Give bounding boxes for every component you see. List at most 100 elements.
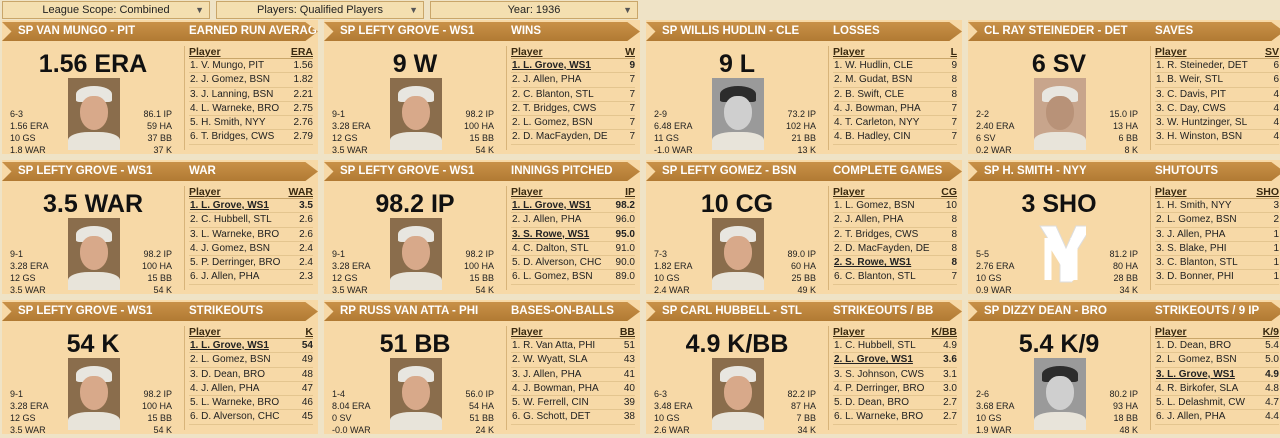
stat-column-header[interactable]: K/BB xyxy=(931,326,957,338)
table-row[interactable]: 1. L. Gomez, BSN 10 xyxy=(833,199,957,214)
player-column-header[interactable]: Player xyxy=(189,186,221,198)
table-row[interactable]: 3. S. Blake, PHI 1 xyxy=(1155,242,1279,257)
leader-name[interactable]: 2. C. Blanton, STL xyxy=(512,88,594,100)
table-row[interactable]: 2. S. Rowe, WS1 8 xyxy=(833,256,957,271)
table-row[interactable]: 4. P. Derringer, BRO 3.0 xyxy=(833,382,957,397)
leader-name[interactable]: 1. D. Dean, BRO xyxy=(1156,340,1232,351)
table-row[interactable]: 3. C. Day, CWS 4 xyxy=(1155,102,1279,117)
leader-name[interactable]: 3. W. Huntzinger, SL xyxy=(1156,117,1248,129)
player-column-header[interactable]: Player xyxy=(511,326,543,338)
leader-name[interactable]: 4. J. Bowman, PHA xyxy=(512,382,599,394)
player-column-header[interactable]: Player xyxy=(511,186,543,198)
leader-name[interactable]: 3. L. Warneke, BRO xyxy=(190,228,280,240)
player-column-header[interactable]: Player xyxy=(1155,186,1187,198)
table-row[interactable]: 1. H. Smith, NYY 3 xyxy=(1155,199,1279,214)
leader-name[interactable]: 4. J. Allen, PHA xyxy=(190,382,260,394)
table-row[interactable]: 4. R. Birkofer, SLA 4.8 xyxy=(1155,382,1279,397)
table-row[interactable]: 1. W. Hudlin, CLE 9 xyxy=(833,59,957,74)
leader-name[interactable]: 2. D. MacFayden, DE xyxy=(512,131,608,143)
table-row[interactable]: 2. C. Blanton, STL 7 xyxy=(511,88,635,102)
player-column-header[interactable]: Player xyxy=(833,186,865,198)
leader-name[interactable]: 2. L. Gomez, BSN xyxy=(190,354,271,366)
table-row[interactable]: 6. L. Gomez, BSN 89.0 xyxy=(511,270,635,285)
panel-banner[interactable]: RP RUSS VAN ATTA - PHI BASES-ON-BALLS xyxy=(324,302,640,321)
stat-column-header[interactable]: IP xyxy=(625,186,635,198)
stat-column-header[interactable]: ERA xyxy=(290,46,313,58)
panel-banner[interactable]: SP LEFTY GROVE - WS1 WAR xyxy=(2,162,318,181)
table-row[interactable]: 3. D. Bonner, PHI 1 xyxy=(1155,270,1279,285)
player-title[interactable]: SP CARL HUBBELL - STL xyxy=(662,305,802,317)
stat-column-header[interactable]: CG xyxy=(941,186,957,198)
panel-banner[interactable]: SP LEFTY GROVE - WS1 WINS xyxy=(324,22,640,41)
table-row[interactable]: 3. S. Johnson, CWS 3.1 xyxy=(833,368,957,382)
table-row[interactable]: 3. W. Huntzinger, SL 4 xyxy=(1155,116,1279,131)
player-title[interactable]: SP LEFTY GOMEZ - BSN xyxy=(662,165,797,177)
leader-name[interactable]: 6. G. Schott, DET xyxy=(512,411,591,423)
panel-banner[interactable]: SP LEFTY GROVE - WS1 STRIKEOUTS xyxy=(2,302,318,321)
table-row[interactable]: 2. L. Gomez, BSN 7 xyxy=(511,116,635,131)
leader-name[interactable]: 2. L. Gomez, BSN xyxy=(512,117,593,129)
table-row[interactable]: 4. J. Bowman, PHA 40 xyxy=(511,382,635,397)
player-column-header[interactable]: Player xyxy=(1155,326,1187,338)
leader-name[interactable]: 4. R. Birkofer, SLA xyxy=(1156,382,1239,394)
table-row[interactable]: 2. J. Allen, PHA 8 xyxy=(833,213,957,228)
leader-name[interactable]: 3. J. Allen, PHA xyxy=(1156,228,1226,240)
panel-banner[interactable]: SP LEFTY GROVE - WS1 INNINGS PITCHED xyxy=(324,162,640,181)
table-row[interactable]: 4. J. Gomez, BSN 2.4 xyxy=(189,242,313,257)
table-row[interactable]: 1. R. Van Atta, PHI 51 xyxy=(511,339,635,354)
table-row[interactable]: 5. W. Ferrell, CIN 39 xyxy=(511,396,635,411)
leader-name[interactable]: 1. L. Gomez, BSN xyxy=(834,200,915,211)
leader-name[interactable]: 2. L. Gomez, BSN xyxy=(1156,214,1237,226)
table-row[interactable]: 5. H. Smith, NYY 2.76 xyxy=(189,116,313,131)
leader-name[interactable]: 4. C. Dalton, STL xyxy=(512,242,589,254)
table-row[interactable]: 1. L. Grove, WS1 3.5 xyxy=(189,199,313,214)
stat-column-header[interactable]: K/9 xyxy=(1262,326,1279,338)
stat-column-header[interactable]: SV xyxy=(1264,46,1279,58)
player-column-header[interactable]: Player xyxy=(189,46,221,58)
panel-banner[interactable]: SP VAN MUNGO - PIT EARNED RUN AVERAGE xyxy=(2,22,318,41)
player-title[interactable]: SP DIZZY DEAN - BRO xyxy=(984,305,1107,317)
leader-name[interactable]: 4. J. Bowman, PHA xyxy=(834,102,921,114)
table-row[interactable]: 5. D. Alverson, CHC 90.0 xyxy=(511,256,635,271)
table-row[interactable]: 3. L. Warneke, BRO 2.6 xyxy=(189,228,313,242)
table-row[interactable]: 2. J. Allen, PHA 7 xyxy=(511,73,635,88)
leader-name[interactable]: 2. M. Gudat, BSN xyxy=(834,74,913,86)
leader-name[interactable]: 2. S. Rowe, WS1 xyxy=(834,257,912,269)
leader-name[interactable]: 3. S. Blake, PHI xyxy=(1156,242,1227,254)
stat-column-header[interactable]: WAR xyxy=(288,186,314,198)
leader-name[interactable]: 3. J. Lanning, BSN xyxy=(190,88,274,100)
table-row[interactable]: 3. C. Davis, PIT 4 xyxy=(1155,88,1279,102)
table-row[interactable]: 3. J. Allen, PHA 1 xyxy=(1155,228,1279,242)
player-column-header[interactable]: Player xyxy=(833,46,865,58)
leader-name[interactable]: 6. J. Allen, PHA xyxy=(190,271,260,283)
table-row[interactable]: 2. C. Hubbell, STL 2.6 xyxy=(189,213,313,228)
leader-name[interactable]: 5. W. Ferrell, CIN xyxy=(512,397,589,409)
leader-name[interactable]: 3. S. Johnson, CWS xyxy=(834,368,925,380)
panel-banner[interactable]: SP H. SMITH - NYY SHUTOUTS xyxy=(968,162,1280,181)
table-row[interactable]: 4. B. Hadley, CIN 7 xyxy=(833,130,957,145)
table-row[interactable]: 4. T. Carleton, NYY 7 xyxy=(833,116,957,131)
leader-name[interactable]: 2. J. Allen, PHA xyxy=(834,214,904,226)
table-row[interactable]: 4. C. Dalton, STL 91.0 xyxy=(511,242,635,257)
player-title[interactable]: RP RUSS VAN ATTA - PHI xyxy=(340,305,479,317)
leader-name[interactable]: 6. C. Blanton, STL xyxy=(834,271,916,283)
table-row[interactable]: 3. J. Lanning, BSN 2.21 xyxy=(189,88,313,102)
table-row[interactable]: 4. J. Bowman, PHA 7 xyxy=(833,102,957,117)
table-row[interactable]: 5. L. Delashmit, CW 4.7 xyxy=(1155,396,1279,411)
table-row[interactable]: 2. D. MacFayden, DE 8 xyxy=(833,242,957,257)
table-row[interactable]: 2. J. Gomez, BSN 1.82 xyxy=(189,73,313,88)
player-title[interactable]: SP LEFTY GROVE - WS1 xyxy=(18,305,153,317)
stat-column-header[interactable]: L xyxy=(950,46,957,58)
leader-name[interactable]: 3. D. Bonner, PHI xyxy=(1156,271,1234,283)
leader-name[interactable]: 3. S. Rowe, WS1 xyxy=(512,228,590,240)
leader-name[interactable]: 2. D. MacFayden, DE xyxy=(834,242,930,254)
player-title[interactable]: SP LEFTY GROVE - WS1 xyxy=(340,165,475,177)
table-row[interactable]: 1. C. Hubbell, STL 4.9 xyxy=(833,339,957,354)
leader-name[interactable]: 2. T. Bridges, CWS xyxy=(834,228,919,240)
player-title[interactable]: SP VAN MUNGO - PIT xyxy=(18,25,136,37)
table-row[interactable]: 1. B. Weir, STL 6 xyxy=(1155,73,1279,88)
leader-name[interactable]: 2. J. Allen, PHA xyxy=(512,74,582,86)
player-title[interactable]: SP LEFTY GROVE - WS1 xyxy=(18,165,153,177)
player-column-header[interactable]: Player xyxy=(833,326,865,338)
leader-name[interactable]: 3. J. Allen, PHA xyxy=(512,368,582,380)
